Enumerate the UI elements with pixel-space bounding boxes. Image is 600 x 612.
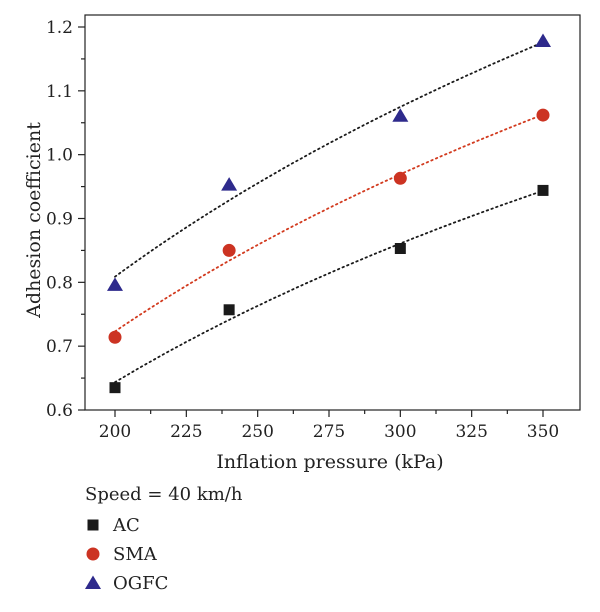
point-ac bbox=[109, 382, 121, 394]
point-ac bbox=[223, 304, 235, 316]
legend-title: Speed = 40 km/h bbox=[85, 484, 243, 505]
x-tick-label: 300 bbox=[384, 422, 416, 442]
y-tick-label: 1.0 bbox=[46, 146, 73, 166]
y-tick-label: 0.7 bbox=[46, 337, 73, 357]
plot-frame bbox=[84, 14, 581, 411]
legend-label-ogfc: OGFC bbox=[113, 573, 168, 594]
point-sma bbox=[222, 243, 236, 257]
legend-marker-sma bbox=[86, 547, 100, 561]
point-ac bbox=[394, 243, 406, 255]
x-tick-label: 250 bbox=[241, 422, 273, 442]
y-tick-label: 0.8 bbox=[46, 273, 73, 293]
point-ac bbox=[537, 184, 549, 196]
legend-label-ac: AC bbox=[112, 515, 140, 536]
legend-label-sma: SMA bbox=[113, 544, 158, 565]
x-tick-label: 350 bbox=[527, 422, 559, 442]
y-axis-label: Adhesion coefficient bbox=[23, 122, 45, 319]
y-tick-label: 0.9 bbox=[46, 210, 73, 230]
trend-lines bbox=[114, 41, 544, 384]
y-tick-label: 1.2 bbox=[46, 18, 73, 38]
trend-line-ogfc bbox=[114, 41, 544, 278]
y-tick-label: 1.1 bbox=[46, 82, 73, 102]
legend-marker-ac bbox=[87, 519, 99, 531]
x-tick-label: 225 bbox=[170, 422, 202, 442]
point-ogfc bbox=[107, 277, 123, 291]
x-tick-label: 200 bbox=[99, 422, 131, 442]
y-tick-label: 0.6 bbox=[46, 401, 73, 421]
data-points bbox=[107, 33, 551, 394]
trend-line-ac bbox=[114, 189, 544, 384]
point-sma bbox=[536, 108, 550, 122]
point-ogfc bbox=[221, 177, 238, 191]
point-sma bbox=[108, 330, 122, 344]
x-tick-label: 275 bbox=[313, 422, 345, 442]
legend-marker-ogfc bbox=[85, 575, 101, 589]
point-ogfc bbox=[535, 33, 551, 48]
point-sma bbox=[393, 171, 407, 185]
x-axis-label: Inflation pressure (kPa) bbox=[216, 451, 443, 473]
x-tick-label: 325 bbox=[455, 422, 487, 442]
legend: Speed = 40 km/h AC SMA OGFC bbox=[85, 484, 243, 594]
axes: 200 225 250 275 300 325 350 0.6 0.7 0.8 0.9 1.0 1.1 1… bbox=[46, 14, 581, 442]
trend-line-sma bbox=[114, 113, 544, 333]
point-ogfc bbox=[392, 108, 409, 122]
